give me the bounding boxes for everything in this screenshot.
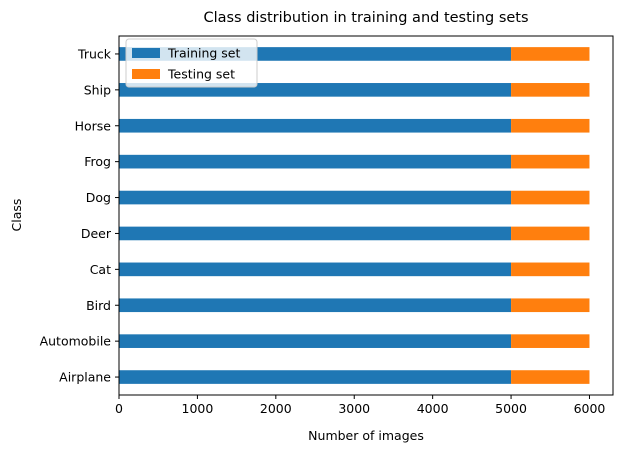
x-tick-label: 4000 [417,401,449,416]
bar-training-set-dog [119,190,512,205]
x-tick-label: 6000 [574,401,606,416]
bar-testing-set-automobile [511,334,590,348]
x-tick-label: 5000 [495,401,527,416]
bar-testing-set-airplane [511,370,590,384]
bar-training-set-horse [119,118,512,133]
bars-layer [119,47,590,384]
y-tick-label-horse: Horse [75,118,112,133]
y-tick-label-bird: Bird [86,298,111,313]
legend: Training set Testing set [125,38,258,88]
x-tick-label: 2000 [260,401,292,416]
bar-testing-set-dog [511,190,590,205]
bar-training-set-frog [119,154,512,169]
legend-swatch-training-set [132,48,160,58]
x-tick-label: 3000 [338,401,370,416]
bar-training-set-airplane [119,370,512,384]
y-tick-label-deer: Deer [81,226,112,241]
bar-testing-set-frog [511,154,590,169]
legend-label-training-set: Training set [167,46,240,61]
bar-testing-set-ship [511,83,590,97]
y-tick-label-frog: Frog [84,154,111,169]
plot-frame [118,35,614,396]
y-tick-label-cat: Cat [90,262,111,277]
chart-title: Class distribution in training and testi… [203,10,528,26]
legend-swatch-testing-set [132,69,160,79]
y-tick-label-automobile: Automobile [40,334,112,349]
bar-testing-set-cat [511,262,590,277]
bar-training-set-deer [119,226,512,241]
y-axis-ticks: Airplane Automobile Bird Cat Deer Dog Frog Hors… [40,46,119,385]
bar-training-set-automobile [119,334,512,348]
x-axis-ticks: 0 1000 2000 3000 4000 5000 6000 [115,395,605,416]
y-tick-label-ship: Ship [84,82,111,97]
y-axis-label: Class [9,199,24,232]
bar-testing-set-truck [511,47,590,61]
bar-testing-set-horse [511,118,590,133]
y-tick-label-dog: Dog [86,190,111,205]
y-tick-label-truck: Truck [77,46,112,61]
bar-training-set-bird [119,298,512,313]
legend-label-testing-set: Testing set [167,67,235,82]
bar-testing-set-bird [511,298,590,313]
x-tick-label: 1000 [182,401,214,416]
bar-training-set-cat [119,262,512,277]
x-axis-label: Number of images [308,428,424,443]
y-tick-label-airplane: Airplane [59,370,111,385]
bar-testing-set-deer [511,226,590,241]
x-tick-label: 0 [115,401,123,416]
